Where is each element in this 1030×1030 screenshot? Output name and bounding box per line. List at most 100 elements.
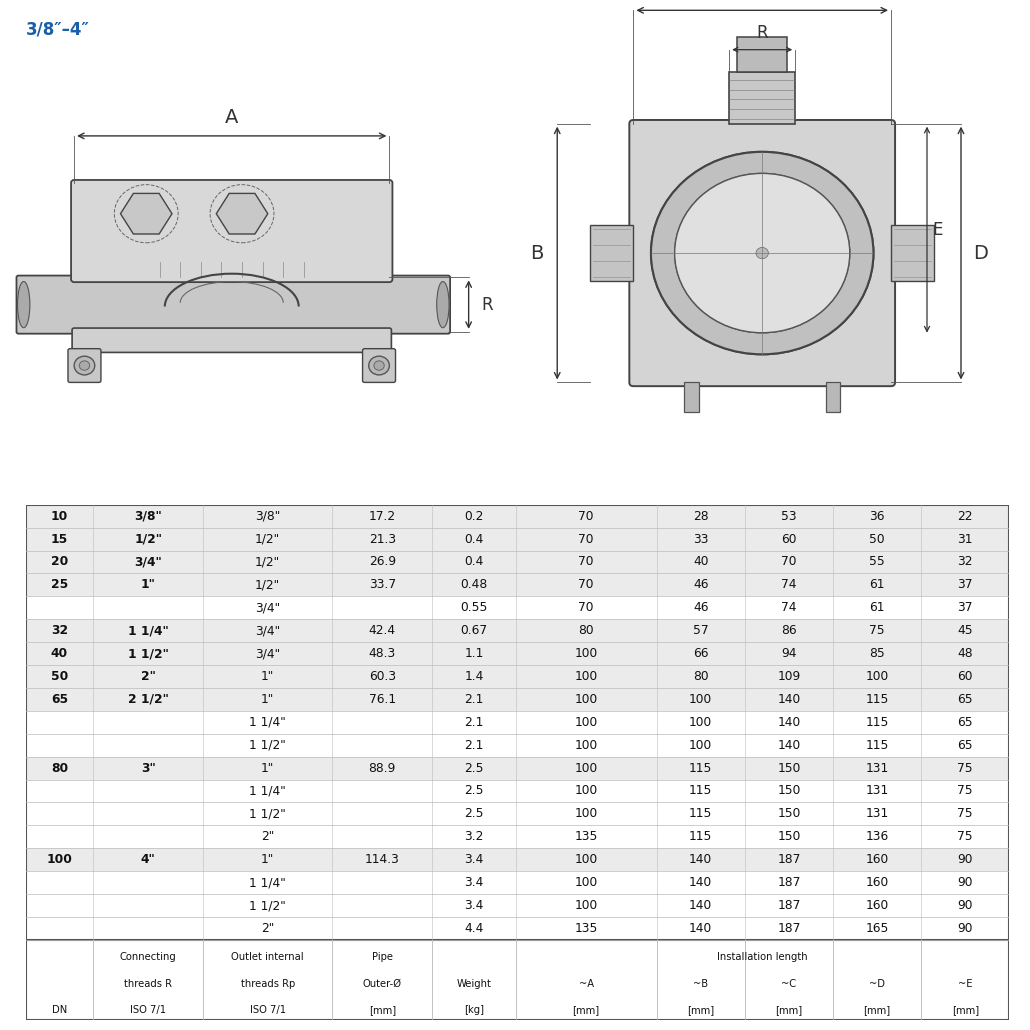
Text: 100: 100 xyxy=(575,808,597,821)
Ellipse shape xyxy=(18,281,30,328)
Text: 42.4: 42.4 xyxy=(369,624,396,638)
Text: B: B xyxy=(530,243,544,263)
Text: E: E xyxy=(932,220,942,239)
Text: 0.48: 0.48 xyxy=(460,579,488,591)
Text: 25: 25 xyxy=(50,579,68,591)
Text: 3": 3" xyxy=(141,761,156,775)
Text: 40: 40 xyxy=(693,555,709,569)
Text: 1 1/2": 1 1/2" xyxy=(249,739,286,752)
Text: 88.9: 88.9 xyxy=(369,761,396,775)
Text: 3/8": 3/8" xyxy=(255,510,280,522)
Circle shape xyxy=(369,356,389,375)
Text: 90: 90 xyxy=(958,899,973,912)
Text: [mm]: [mm] xyxy=(573,1005,599,1016)
Text: 100: 100 xyxy=(575,716,597,729)
Bar xyxy=(590,225,633,281)
Text: 1 1/4": 1 1/4" xyxy=(249,716,286,729)
Text: 115: 115 xyxy=(865,716,889,729)
Text: Installation length: Installation length xyxy=(717,953,808,962)
Text: 3/4": 3/4" xyxy=(255,647,280,660)
Text: DN: DN xyxy=(52,1005,67,1016)
Text: 33: 33 xyxy=(693,533,709,546)
Text: 1": 1" xyxy=(261,761,274,775)
Text: Pipe: Pipe xyxy=(372,953,392,962)
Bar xyxy=(26,917,1009,939)
Text: 115: 115 xyxy=(689,785,713,797)
Text: 150: 150 xyxy=(778,785,800,797)
Text: 66: 66 xyxy=(693,647,709,660)
Text: 10: 10 xyxy=(50,510,68,522)
Text: 31: 31 xyxy=(958,533,973,546)
Text: 115: 115 xyxy=(865,693,889,706)
Text: 40: 40 xyxy=(50,647,68,660)
Text: R: R xyxy=(481,296,492,313)
Text: 48: 48 xyxy=(958,647,973,660)
Text: [kg]: [kg] xyxy=(465,1005,484,1016)
Text: 75: 75 xyxy=(958,761,973,775)
Text: 76.1: 76.1 xyxy=(369,693,396,706)
Text: 65: 65 xyxy=(958,693,973,706)
Bar xyxy=(26,733,1009,757)
Text: 20: 20 xyxy=(50,555,68,569)
Ellipse shape xyxy=(437,281,449,328)
Text: 0.2: 0.2 xyxy=(465,510,484,522)
Text: 187: 187 xyxy=(778,853,800,866)
Bar xyxy=(26,505,1009,527)
Text: 1 1/4": 1 1/4" xyxy=(128,624,169,638)
Text: 80: 80 xyxy=(693,670,709,683)
Bar xyxy=(826,382,840,412)
Text: 115: 115 xyxy=(865,739,889,752)
Bar xyxy=(26,825,1009,849)
Bar xyxy=(26,574,1009,596)
Text: 165: 165 xyxy=(865,922,889,935)
Text: 70: 70 xyxy=(579,579,594,591)
FancyBboxPatch shape xyxy=(72,329,391,352)
Text: ~E: ~E xyxy=(958,978,972,989)
Text: 100: 100 xyxy=(575,670,597,683)
Text: 115: 115 xyxy=(689,761,713,775)
Text: 70: 70 xyxy=(579,555,594,569)
Text: ~B: ~B xyxy=(693,978,709,989)
Circle shape xyxy=(374,360,384,370)
Bar xyxy=(26,757,1009,780)
Text: 3.4: 3.4 xyxy=(465,877,484,889)
Text: 150: 150 xyxy=(778,808,800,821)
Text: [mm]: [mm] xyxy=(687,1005,714,1016)
Text: 0.4: 0.4 xyxy=(465,555,484,569)
Text: D: D xyxy=(973,243,988,263)
Text: 100: 100 xyxy=(575,761,597,775)
Bar xyxy=(26,665,1009,688)
Text: 1": 1" xyxy=(141,579,156,591)
Circle shape xyxy=(675,173,850,333)
Bar xyxy=(26,596,1009,619)
FancyBboxPatch shape xyxy=(16,276,450,334)
Text: 140: 140 xyxy=(689,853,713,866)
Text: 2.1: 2.1 xyxy=(465,716,484,729)
Text: 100: 100 xyxy=(689,716,713,729)
Text: 131: 131 xyxy=(865,808,889,821)
Bar xyxy=(26,780,1009,802)
Circle shape xyxy=(756,247,768,259)
Text: ~C: ~C xyxy=(782,978,796,989)
Bar xyxy=(26,894,1009,917)
Text: 22: 22 xyxy=(958,510,973,522)
Text: 17.2: 17.2 xyxy=(369,510,396,522)
Text: ISO 7/1: ISO 7/1 xyxy=(130,1005,166,1016)
Text: threads Rp: threads Rp xyxy=(241,978,295,989)
Text: 57: 57 xyxy=(693,624,709,638)
Text: 140: 140 xyxy=(778,739,800,752)
Circle shape xyxy=(79,360,90,370)
Text: 21.3: 21.3 xyxy=(369,533,396,546)
Text: 1.4: 1.4 xyxy=(465,670,484,683)
Text: 15: 15 xyxy=(50,533,68,546)
Text: 94: 94 xyxy=(781,647,796,660)
Text: 135: 135 xyxy=(575,922,597,935)
Text: 70: 70 xyxy=(579,533,594,546)
Text: 160: 160 xyxy=(865,899,889,912)
Text: 75: 75 xyxy=(958,785,973,797)
Text: 3.2: 3.2 xyxy=(465,830,484,844)
Text: A: A xyxy=(226,107,238,127)
Text: 45: 45 xyxy=(958,624,973,638)
Text: 1/2": 1/2" xyxy=(134,533,163,546)
Bar xyxy=(26,871,1009,894)
